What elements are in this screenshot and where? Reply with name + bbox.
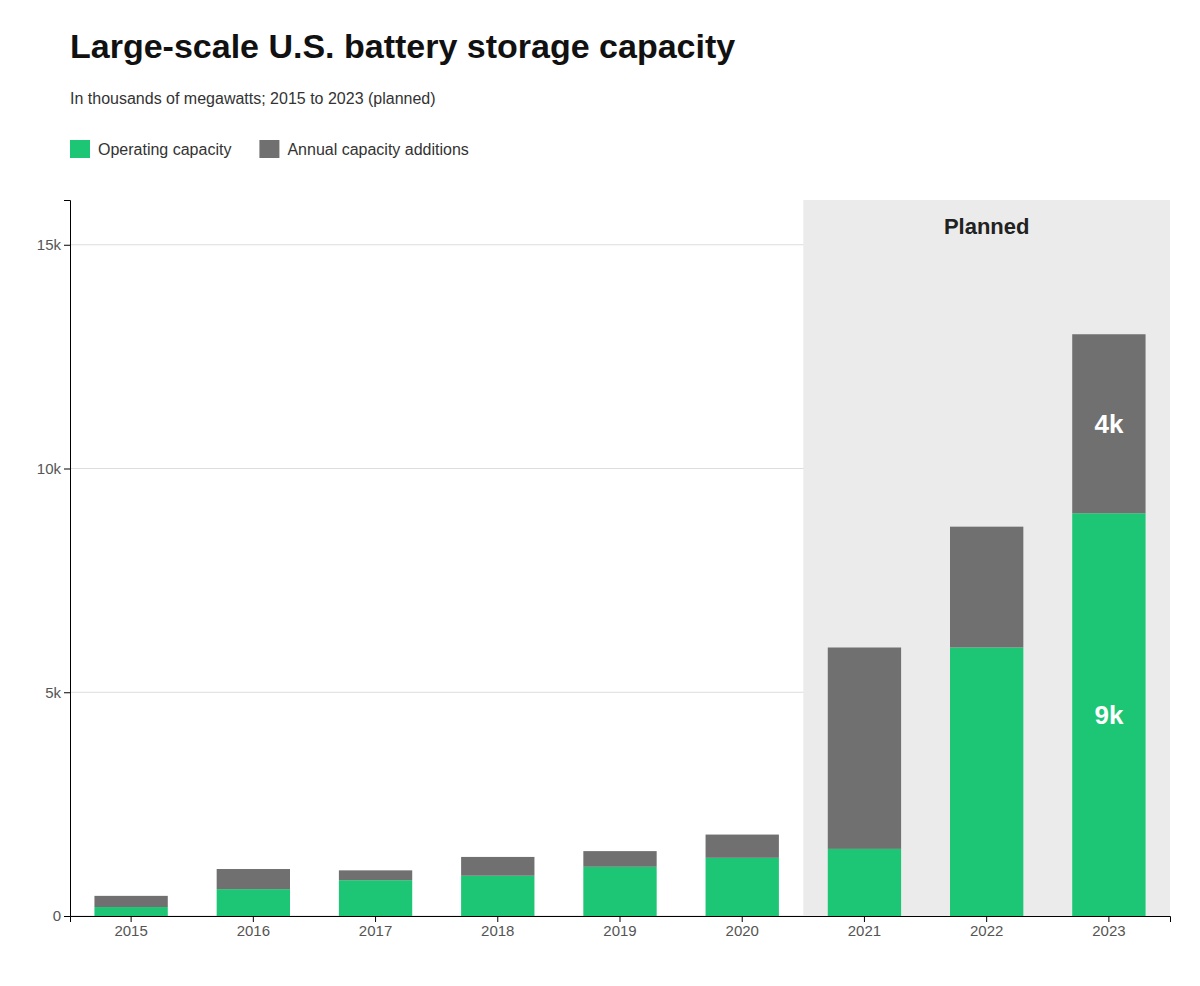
y-tick-mark [64, 469, 70, 470]
y-tick-label: 0 [53, 907, 61, 924]
bar [217, 889, 290, 916]
bar [828, 849, 901, 916]
x-tick-label: 2020 [726, 922, 759, 939]
legend-label: Annual capacity additions [287, 141, 468, 158]
x-tick: 2021 [848, 916, 881, 939]
y-tick: 15k [37, 236, 70, 253]
x-tick-label: 2022 [970, 922, 1003, 939]
legend-swatch [70, 140, 90, 158]
bar [950, 527, 1023, 648]
annotation-band [803, 200, 1170, 916]
x-tick: 2018 [481, 916, 514, 939]
legend-item: Operating capacity [70, 140, 231, 158]
legend-item: Annual capacity additions [259, 140, 468, 158]
bar [94, 907, 167, 916]
y-tick-label: 5k [45, 684, 61, 701]
marks [94, 200, 1170, 916]
x-tick-label: 2019 [603, 922, 636, 939]
x-tick-label: 2016 [237, 922, 270, 939]
series [94, 513, 1145, 916]
y-axis-line [64, 201, 71, 917]
legend: Operating capacity Annual capacity additi… [70, 140, 469, 158]
x-tick-label: 2015 [114, 922, 147, 939]
bar [583, 851, 656, 867]
x-tick: 2019 [603, 916, 636, 939]
series [94, 334, 1145, 907]
bar [706, 835, 779, 858]
value-label: 9k [1094, 700, 1123, 730]
x-axis: 2015 2016 2017 2018 2019 2020 2021 2022 2023 [71, 916, 1171, 939]
y-tick-mark [64, 692, 70, 693]
x-tick-label: 2017 [359, 922, 392, 939]
x-tick-label: 2018 [481, 922, 514, 939]
bar [94, 896, 167, 907]
x-tick: 2023 [1092, 916, 1125, 939]
chart: Large-scale U.S. battery storage capacit… [0, 0, 1200, 986]
y-tick: 0 [53, 907, 70, 924]
legend-label: Operating capacity [98, 141, 231, 158]
bar [1072, 513, 1145, 916]
x-tick: 2015 [114, 916, 147, 939]
bar [950, 648, 1023, 917]
bar [339, 870, 412, 880]
y-tick-label: 15k [37, 236, 62, 253]
y-tick: 10k [37, 460, 70, 477]
bar [706, 858, 779, 916]
bar [217, 869, 290, 889]
subtitle: In thousands of megawatts; 2015 to 2023 … [70, 90, 436, 107]
x-tick: 2020 [726, 916, 759, 939]
y-tick-mark [64, 916, 70, 917]
y-axis: 0 5k 10k 15k [37, 201, 71, 925]
bar [583, 867, 656, 916]
legend-swatch [259, 140, 279, 158]
title: Large-scale U.S. battery storage capacit… [70, 27, 735, 65]
bar [1072, 334, 1145, 513]
bar [461, 857, 534, 876]
x-tick: 2017 [359, 916, 392, 939]
x-tick: 2022 [970, 916, 1003, 939]
plot: 2015 2016 2017 2018 2019 2020 2021 2022 2023 0 5k 1… [37, 200, 1171, 939]
bar [461, 876, 534, 916]
annotation-label: Planned [944, 214, 1030, 239]
y-tick: 5k [45, 684, 70, 701]
x-tick-label: 2023 [1092, 922, 1125, 939]
labels: 9k 4k Planned [944, 214, 1124, 730]
bar [339, 880, 412, 916]
bar [828, 648, 901, 849]
x-tick: 2016 [237, 916, 270, 939]
value-label: 4k [1094, 409, 1123, 439]
y-tick-label: 10k [37, 460, 62, 477]
y-tick-mark [64, 245, 70, 246]
x-tick-label: 2021 [848, 922, 881, 939]
